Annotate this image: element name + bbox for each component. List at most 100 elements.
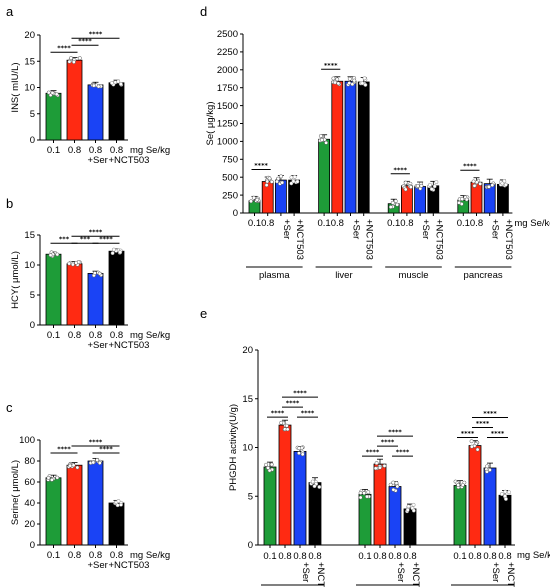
bar [308,482,322,546]
x-tick-label: +Ser [490,562,501,582]
data-point [485,469,489,474]
x-tick-label: 0.1 [47,145,60,156]
y-tick-label: 0 [248,540,253,551]
data-point [460,197,465,202]
data-point [310,479,315,484]
x-tick-label: 0.8 [278,551,291,562]
significance-stars: **** [491,430,505,438]
data-point [460,483,465,487]
x-tick-label: +Ser [490,219,501,239]
data-point [324,140,329,145]
x-tick-label: 0.8 [483,551,496,562]
data-point [429,187,434,192]
data-point [390,200,395,205]
data-point [406,504,411,509]
data-point [69,56,73,60]
x-tick-label: +NCT503 [109,560,150,571]
data-point [317,485,322,489]
x-tick-label: +NCT503 [410,562,421,587]
data-point [46,90,51,95]
x-tick-label: 0.1 [47,330,60,341]
y-tick-label: 100 [19,435,35,446]
y-tick-label: 2250 [217,47,238,58]
x-tick-label: +NCT503 [433,219,444,260]
x-tick-label: 0.8 [110,330,123,341]
data-point [503,489,508,494]
x-tick-label: 0.8 [68,330,81,341]
bar [278,424,292,546]
significance-stars: **** [393,166,407,174]
data-point [255,197,260,202]
data-point [319,138,324,142]
bar [87,84,104,141]
significance-stars: **** [89,228,103,236]
data-point [352,78,357,83]
x-tick-label: +Ser [300,562,311,582]
data-point [97,271,102,276]
data-point [388,205,393,209]
bar [388,486,402,546]
data-point [419,183,424,188]
data-point [382,463,387,468]
bar [108,82,125,141]
data-point [111,247,116,252]
data-point [378,465,382,470]
x-tick-label: 0.8 [403,551,416,562]
x-tick-label: 0.1 [47,550,60,561]
data-point [95,458,100,462]
y-axis-title: HCY( μmol/L) [10,251,21,309]
significance-stars: **** [483,410,497,418]
data-point [300,452,305,457]
significance-stars: **** [57,445,71,453]
data-point [464,197,469,202]
data-point [336,81,341,86]
data-point [48,253,53,258]
y-tick-label: 20 [242,345,253,356]
bar [403,508,417,546]
data-point [469,439,474,444]
x-unit-label: mg Se/kg [514,218,550,229]
data-point [405,507,410,512]
data-point [403,180,408,185]
bar [66,263,83,326]
data-point [68,463,73,468]
data-point [347,76,352,81]
x-tick-label: +NCT503 [364,219,375,260]
x-tick-label: 0.8 [261,218,274,229]
data-point [365,494,369,499]
bar [45,92,62,141]
bar [318,138,331,214]
data-point [292,174,297,179]
x-tick-label: 0.8 [373,551,386,562]
bar [293,450,307,546]
data-point [403,187,408,192]
bar [358,493,372,546]
bar [331,80,344,214]
data-point [331,76,336,81]
bar [357,81,370,214]
data-point [415,183,420,188]
y-tick-label: 1750 [217,83,238,94]
panel-label-c: c [6,400,13,415]
y-tick-label: 2000 [217,65,238,76]
significance-stars: **** [89,30,103,38]
bar [263,466,277,546]
x-tick-label: +NCT503 [505,562,516,587]
bar [45,477,62,546]
data-point [119,502,123,507]
data-point [373,466,378,471]
x-unit-label: mg Se/kg [130,330,170,341]
y-tick-label: 15 [24,230,35,241]
significance-stars: **** [381,438,395,446]
y-tick-label: 5 [30,109,35,120]
x-tick-label: +NCT503 [109,340,150,351]
x-tick-label: +Ser [395,562,406,582]
data-point [279,420,284,425]
y-tick-label: 10 [24,260,35,271]
data-point [91,460,96,465]
y-tick-label: 1500 [217,101,238,112]
data-point [55,475,60,480]
